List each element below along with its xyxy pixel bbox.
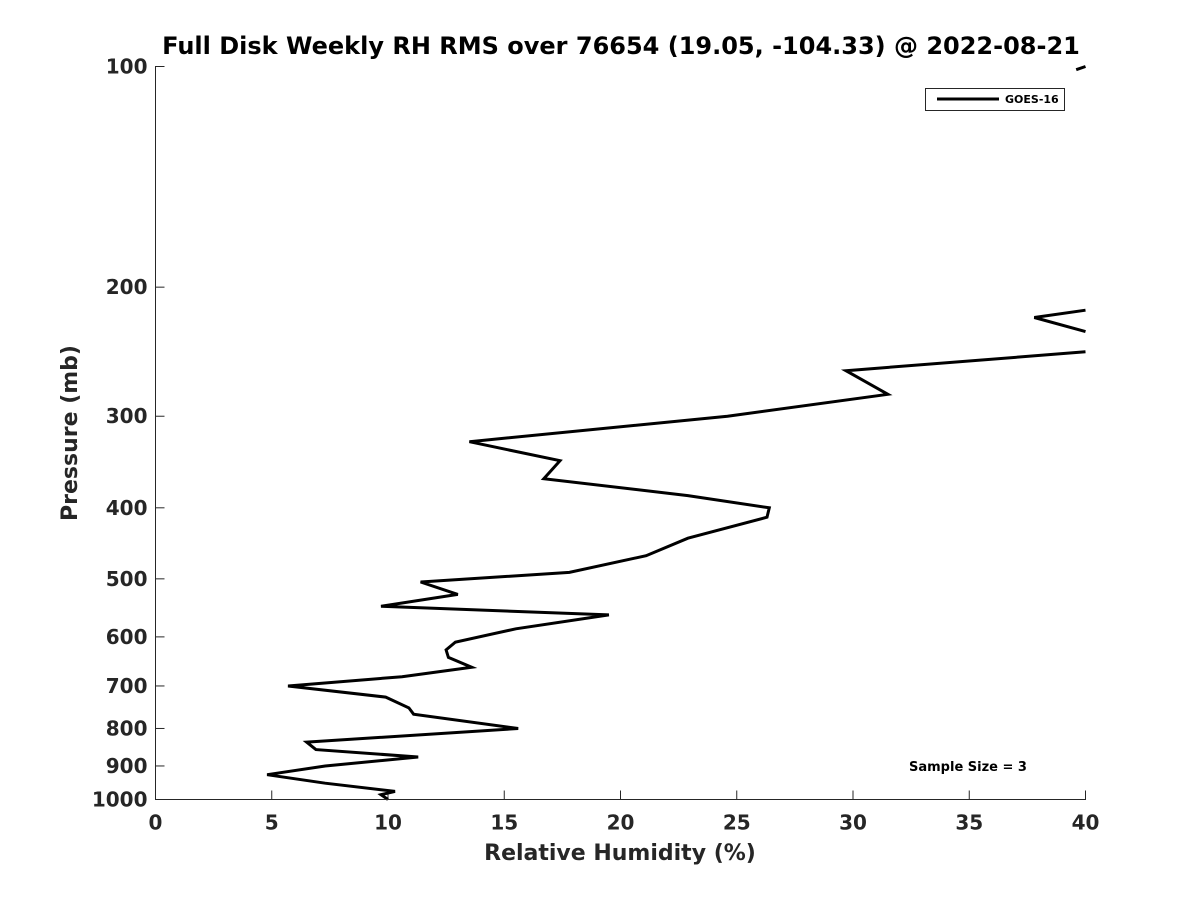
x-tick-label: 10 (374, 811, 402, 835)
y-tick-label: 800 (106, 716, 148, 740)
x-tick-label: 20 (607, 811, 635, 835)
y-tick-label: 600 (106, 625, 148, 649)
x-tick-label: 40 (1072, 811, 1100, 835)
sample-size-annotation: Sample Size = 3 (909, 760, 1027, 775)
x-tick-label: 0 (149, 811, 163, 835)
y-tick-label: 400 (106, 496, 148, 520)
plot-area (156, 67, 1086, 800)
y-tick-label: 900 (106, 754, 148, 778)
legend-entry-label: GOES-16 (1005, 93, 1059, 106)
chart-title: Full Disk Weekly RH RMS over 76654 (19.0… (162, 32, 1080, 60)
x-tick-label: 15 (490, 811, 518, 835)
series-line-segment (1075, 65, 1086, 72)
y-tick-label: 700 (106, 674, 148, 698)
series-line-segment (1033, 308, 1086, 334)
y-axis-ticks: 100 200 300 400 500 600 700 800 900 1000 (92, 55, 165, 812)
y-tick-label: 1000 (92, 788, 148, 812)
y-tick-label: 500 (106, 567, 148, 591)
x-tick-label: 30 (839, 811, 867, 835)
y-tick-label: 200 (106, 275, 148, 299)
x-axis-ticks: 0 5 10 15 20 25 30 35 40 (149, 790, 1100, 835)
x-axis-label: Relative Humidity (%) (484, 841, 756, 866)
legend: GOES-16 (925, 88, 1065, 111)
x-tick-label: 35 (955, 811, 983, 835)
x-tick-label: 5 (265, 811, 279, 835)
y-axis-label: Pressure (mb) (58, 345, 83, 521)
series-line-segment (266, 350, 1086, 801)
y-tick-label: 100 (106, 55, 148, 79)
x-tick-label: 25 (723, 811, 751, 835)
series-layer (266, 65, 1086, 801)
y-tick-label: 300 (106, 404, 148, 428)
